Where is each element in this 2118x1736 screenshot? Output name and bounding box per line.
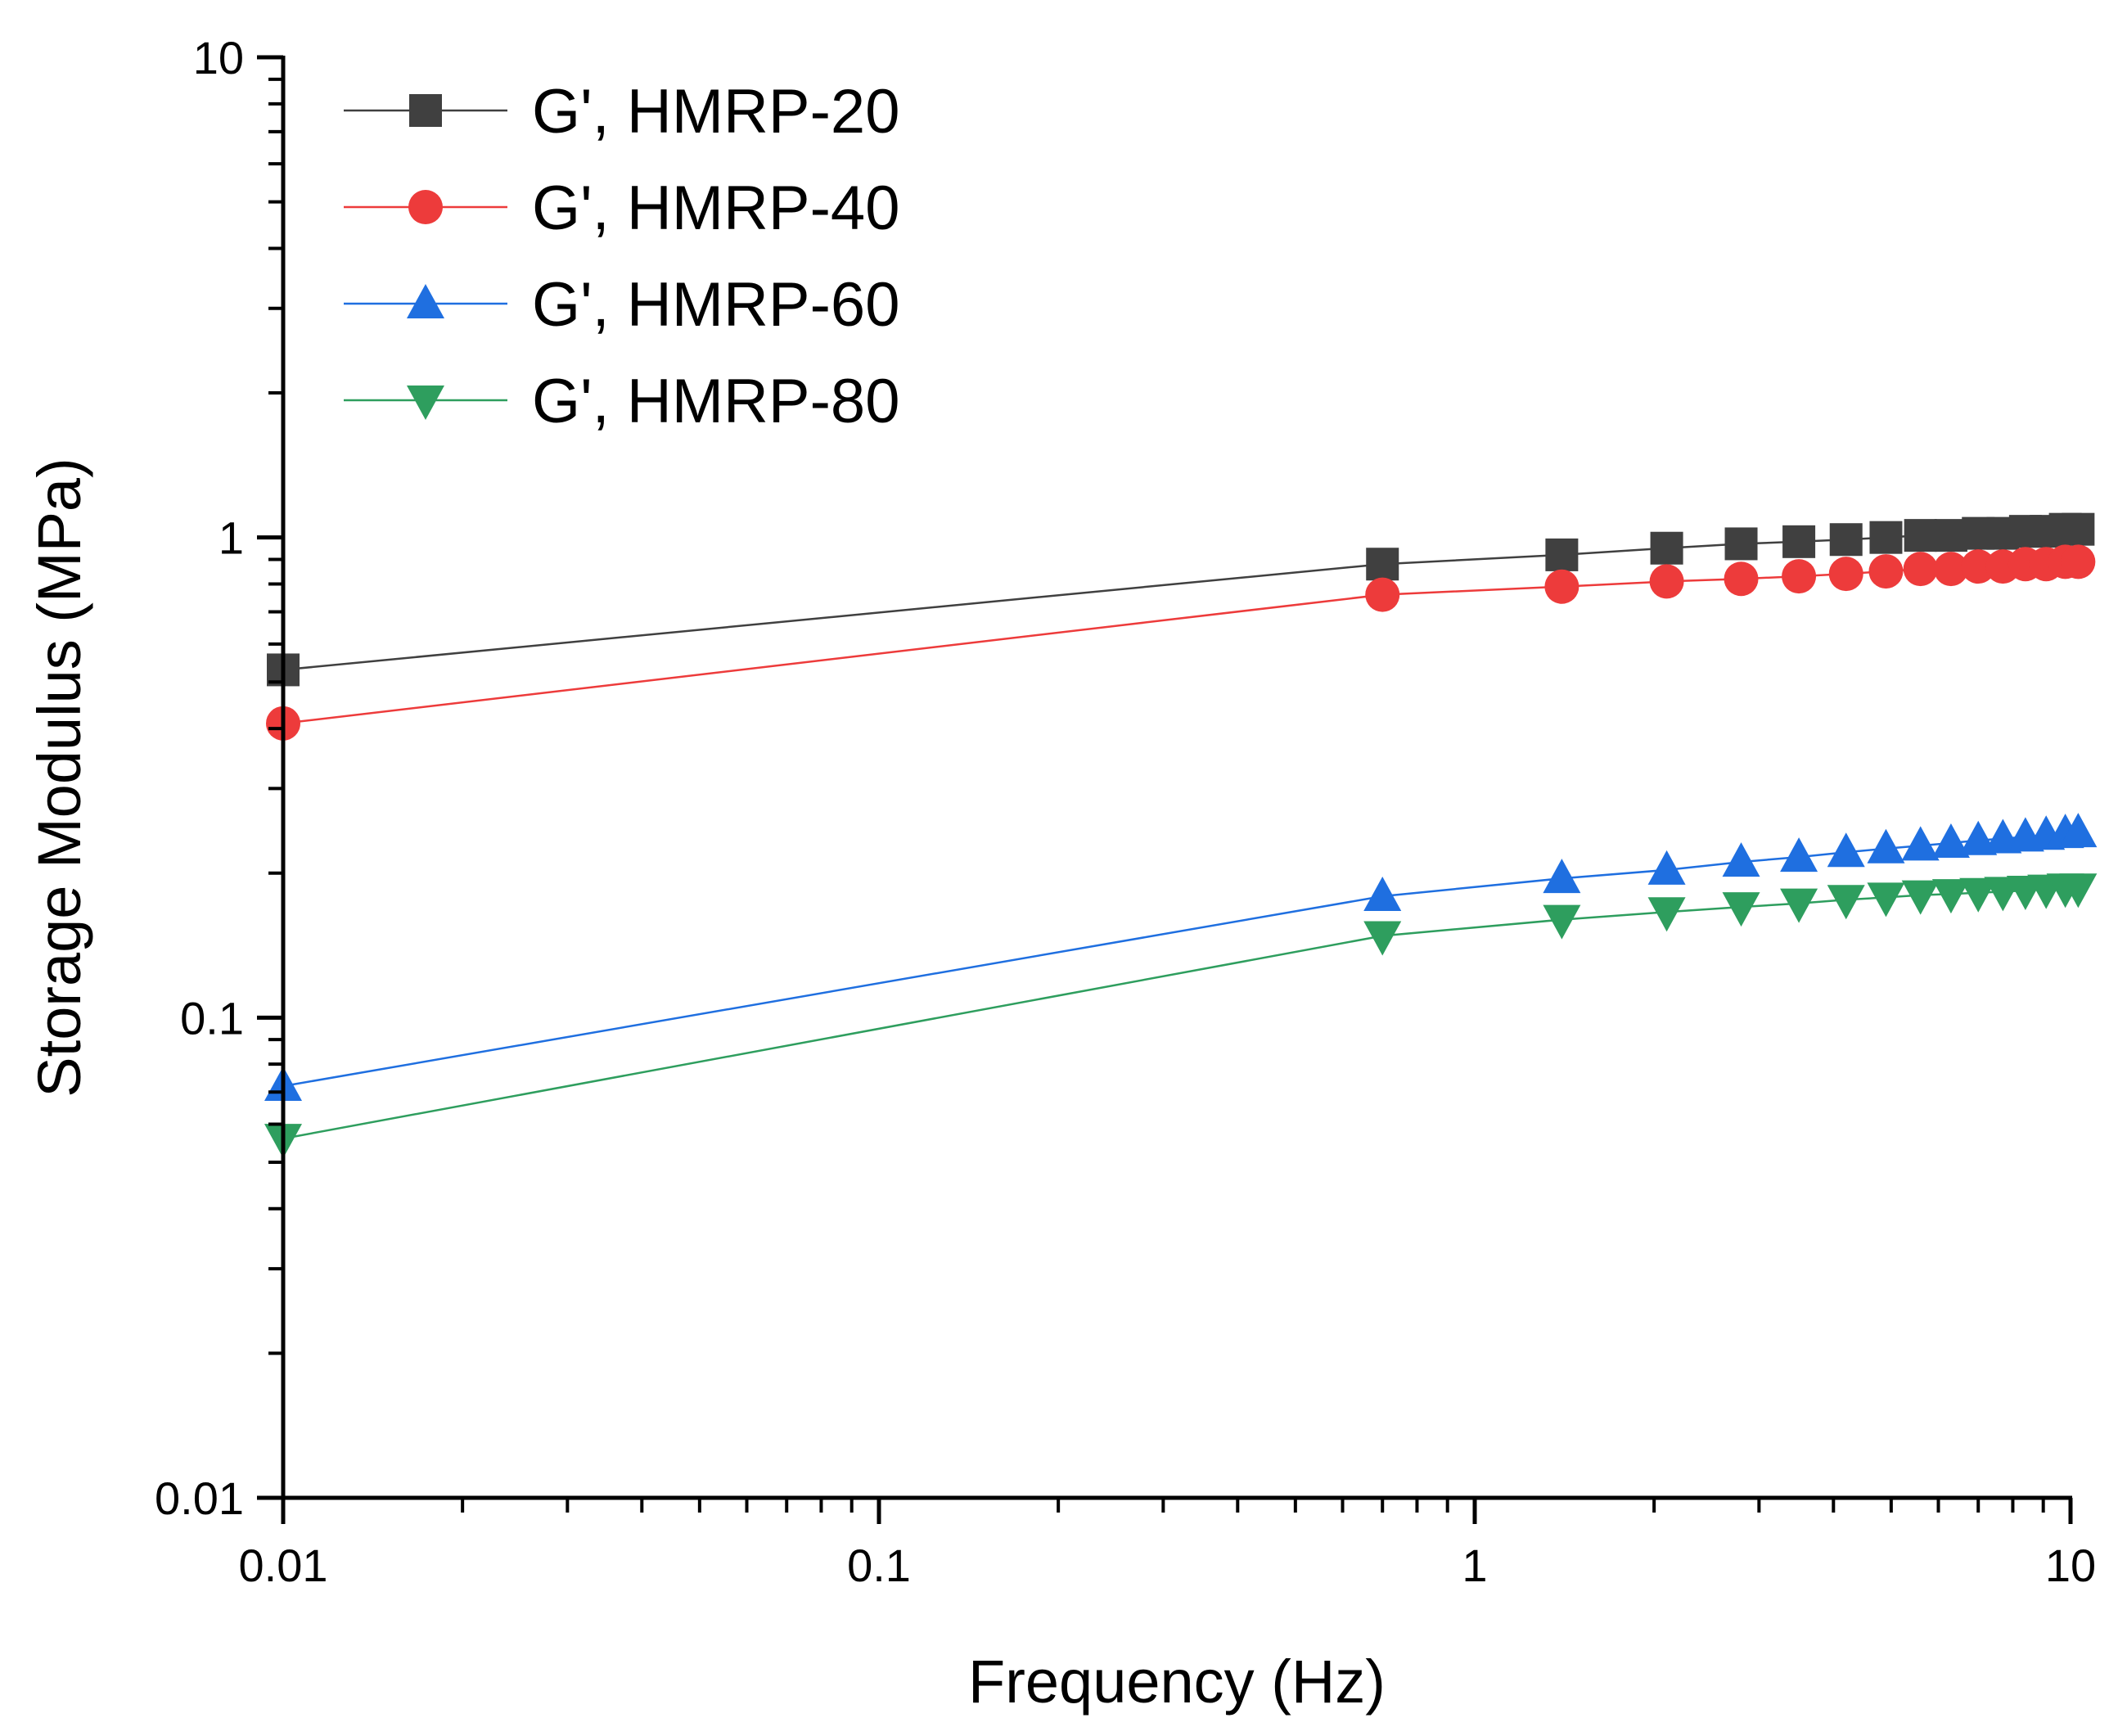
data-point: [2059, 873, 2098, 909]
data-point: [1780, 837, 1818, 873]
x-tick-label: 1: [1462, 1540, 1487, 1591]
series-3: [264, 813, 2098, 1102]
data-point: [1544, 569, 1579, 604]
legend-marker: [407, 386, 444, 420]
data-point: [1959, 877, 1998, 913]
legend-item: G', HMRP-80: [344, 367, 899, 436]
data-point: [1780, 888, 1818, 923]
data-point: [1827, 885, 1865, 920]
data-point: [1649, 564, 1684, 599]
y-tick-label: 1: [219, 512, 244, 564]
data-point: [1722, 892, 1760, 927]
data-point: [1366, 548, 1399, 581]
series-line: [282, 886, 2079, 1140]
data-point: [1867, 882, 1905, 918]
data-point: [1933, 552, 1968, 587]
data-point: [1543, 859, 1581, 894]
data-point: [1363, 921, 1402, 956]
legend-marker: [407, 284, 444, 318]
data-point: [1365, 577, 1400, 612]
data-point: [1827, 832, 1865, 868]
data-point: [1959, 820, 1998, 855]
x-tick-label: 0.1: [847, 1540, 911, 1591]
legend-label: G', HMRP-80: [532, 367, 899, 436]
data-point: [1904, 519, 1937, 552]
ticks-layer: 0.01 0.1 1 10 0.01 0.1 1 10: [155, 32, 2096, 1591]
data-point: [1647, 850, 1686, 885]
y-axis-title: Storage Modulus (MPa): [25, 458, 93, 1097]
legend-label: G', HMRP-40: [532, 174, 899, 243]
data-point: [1931, 879, 1970, 914]
legend-item: G', HMRP-60: [344, 270, 899, 340]
data-point: [1903, 552, 1938, 587]
data-point: [1722, 842, 1760, 877]
x-tick-label: 10: [2045, 1540, 2096, 1591]
data-point: [1931, 823, 1970, 859]
data-point: [1868, 554, 1904, 589]
legend-item: G', HMRP-40: [344, 174, 899, 243]
data-point: [2062, 512, 2095, 546]
legend-label: G', HMRP-60: [532, 270, 899, 340]
data-point: [1901, 826, 1940, 861]
data-point: [1901, 880, 1940, 915]
data-point: [2061, 544, 2096, 579]
x-tick-label: 0.01: [239, 1540, 328, 1591]
y-tick-label: 10: [193, 32, 244, 83]
legend-label: G', HMRP-20: [532, 77, 899, 147]
data-point: [1828, 557, 1863, 592]
axes-layer: [281, 56, 2072, 1500]
data-point: [2059, 813, 2098, 848]
data-point: [1650, 531, 1683, 565]
data-point: [1961, 549, 1996, 584]
x-axis-title: Frequency (Hz): [968, 1648, 1386, 1716]
data-point: [1724, 561, 1759, 597]
data-point: [1782, 525, 1816, 558]
data-point: [1724, 527, 1758, 561]
legend-item: G', HMRP-20: [344, 77, 899, 147]
data-point: [1829, 523, 1863, 557]
data-point: [1867, 828, 1905, 863]
data-point: [1545, 538, 1579, 571]
data-point: [1363, 876, 1402, 911]
data-point: [1543, 904, 1581, 940]
data-point: [1782, 559, 1817, 594]
y-tick-label: 0.01: [155, 1472, 244, 1524]
legend-marker: [408, 190, 443, 224]
series-layer: [264, 512, 2098, 1159]
series-4: [264, 873, 2098, 1159]
series-2: [266, 544, 2096, 741]
data-point: [1869, 521, 1903, 554]
legend-marker: [409, 94, 442, 127]
y-tick-label: 0.1: [180, 992, 244, 1044]
data-point: [1647, 897, 1686, 932]
legend: G', HMRP-20 G', HMRP-40 G', HMRP-60 G', HMR…: [344, 77, 899, 436]
series-1: [267, 512, 2095, 687]
